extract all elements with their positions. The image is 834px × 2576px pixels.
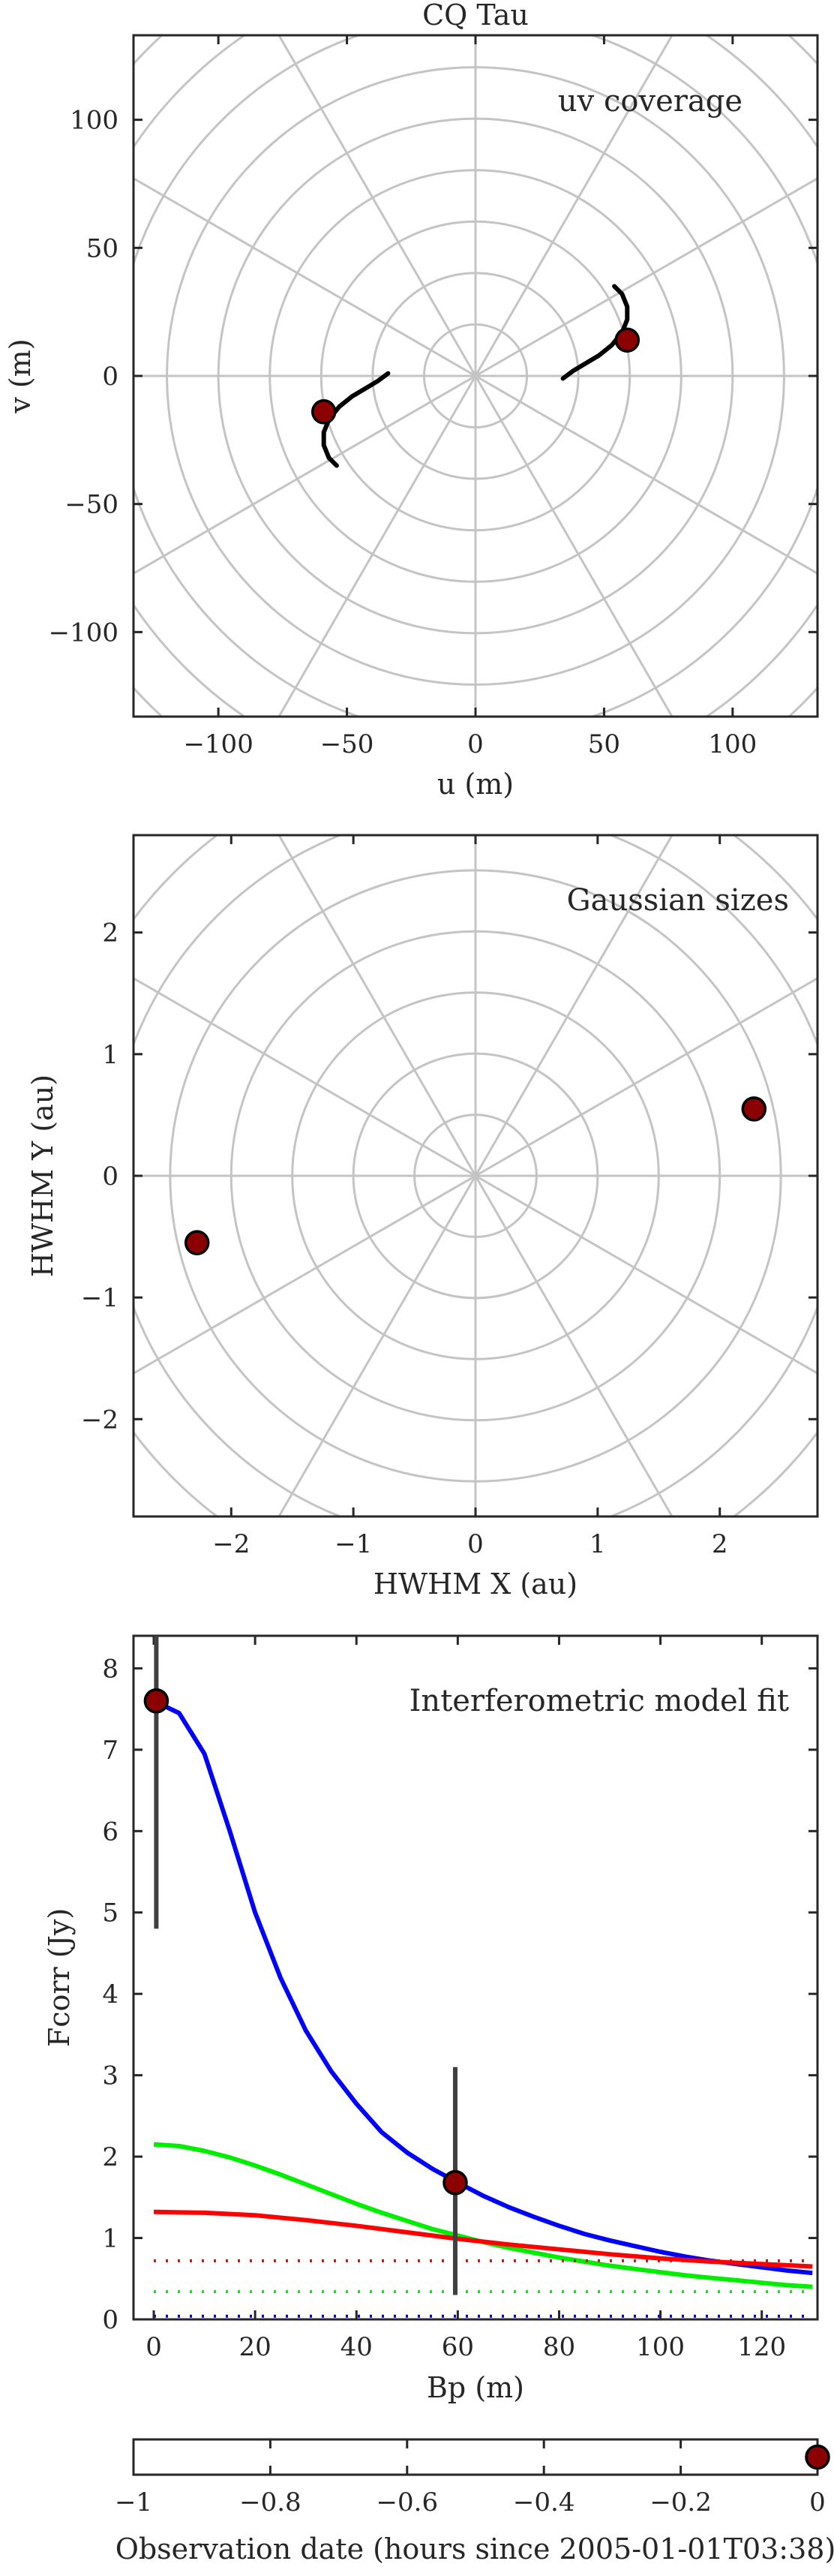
x-tick-label: −50 — [320, 729, 374, 759]
x-tick-label: −1 — [334, 1529, 372, 1559]
x-tick-label: 0 — [146, 2332, 162, 2362]
grid-spoke — [278, 835, 674, 1516]
y-tick-label: 3 — [102, 2061, 118, 2091]
axes-frame — [132, 1634, 819, 2321]
y-axis-label: HWHM Y (au) — [26, 1075, 59, 1277]
x-tick-label: 0 — [467, 1529, 484, 1559]
x-tick-label: 0 — [809, 2487, 826, 2517]
x-tick-label: 20 — [239, 2332, 272, 2362]
grid-spoke — [134, 176, 818, 576]
x-tick-label: −0.2 — [650, 2487, 712, 2517]
x-tick-label: 0 — [467, 729, 484, 759]
x-tick-label: 2 — [712, 1529, 728, 1559]
x-tick-label: −1 — [115, 2487, 152, 2517]
x-tick-label: −0.4 — [513, 2487, 575, 2517]
plot-annotation: Gaussian sizes — [567, 883, 789, 918]
grid-spoke — [278, 35, 674, 717]
x-tick-label: 120 — [737, 2332, 786, 2362]
x-tick-label: −0.6 — [376, 2487, 439, 2517]
x-tick-label: 100 — [708, 729, 757, 759]
y-tick-label: 6 — [102, 1817, 118, 1847]
data-point — [184, 1230, 210, 1255]
y-tick-label: 2 — [102, 918, 118, 948]
series-group — [152, 1699, 813, 2318]
y-tick-label: 0 — [102, 362, 118, 392]
x-tick-label: 40 — [340, 2332, 373, 2362]
y-tick-label: 0 — [102, 2305, 118, 2335]
y-tick-label: −50 — [64, 490, 118, 520]
grid-spoke — [278, 835, 674, 1516]
y-axis-label: v (m) — [4, 338, 37, 413]
y-tick-label: 7 — [102, 1736, 118, 1766]
y-tick-label: 5 — [102, 1898, 118, 1928]
chart-title: CQ Tau — [422, 0, 529, 32]
y-axis-label: Fcorr (Jy) — [43, 1908, 76, 2047]
y-tick-label: 0 — [102, 1162, 118, 1192]
y-tick-label: 100 — [70, 106, 118, 136]
x-tick-label: 100 — [636, 2332, 685, 2362]
y-tick-label: −1 — [81, 1283, 118, 1313]
x-tick-label: −100 — [183, 729, 253, 759]
data-point — [143, 1688, 170, 1714]
y-tick-label: 2 — [102, 2142, 118, 2172]
series-line — [152, 1699, 813, 2276]
y-tick-label: −100 — [49, 618, 118, 648]
data-point — [310, 399, 337, 425]
series-line — [153, 2209, 813, 2269]
x-tick-label: 80 — [543, 2332, 575, 2362]
x-axis-label: Observation date (hours since 2005-01-01… — [116, 2532, 834, 2565]
y-tick-label: 50 — [86, 233, 118, 263]
chart-uv: −100 −50 0 50 100 −100 −50 0 50 100 u (m) v (m) uv c… — [4, 0, 819, 801]
grid-spoke — [278, 35, 674, 717]
x-tick-label: 50 — [588, 729, 620, 759]
x-tick-label: 1 — [590, 1529, 606, 1559]
plot-annotation: Interferometric model fit — [410, 1684, 789, 1718]
x-tick-label: −0.8 — [239, 2487, 302, 2517]
data-point — [741, 1096, 767, 1122]
y-tick-label: 1 — [102, 1040, 118, 1070]
grid-spoke — [134, 176, 818, 576]
grid-spoke — [134, 976, 818, 1375]
x-tick-label: −2 — [212, 1529, 250, 1559]
x-axis-label: Bp (m) — [427, 2371, 524, 2404]
x-tick-label: 60 — [442, 2332, 474, 2362]
plot-annotation: uv coverage — [558, 84, 742, 119]
x-axis-label: HWHM X (au) — [374, 1568, 578, 1601]
axes-frame — [132, 2438, 819, 2476]
y-tick-label: −2 — [81, 1405, 118, 1435]
chart-fit: 0 20 40 60 80 100 120 0 1 2 3 4 5 6 7 8 Bp (m) Fcorr (Jy)… — [43, 1634, 819, 2404]
polar-grid — [134, 35, 818, 717]
data-point — [805, 2444, 830, 2470]
y-tick-label: 1 — [102, 2224, 118, 2254]
data-point — [442, 2170, 468, 2196]
y-tick-label: 8 — [102, 1654, 118, 1684]
data-point — [614, 327, 640, 353]
chart-time: −1 −0.8 −0.6 −0.4 −0.2 0 Observation date (hou… — [115, 2438, 834, 2565]
x-axis-label: u (m) — [437, 768, 514, 801]
y-tick-label: 4 — [102, 1979, 118, 2009]
